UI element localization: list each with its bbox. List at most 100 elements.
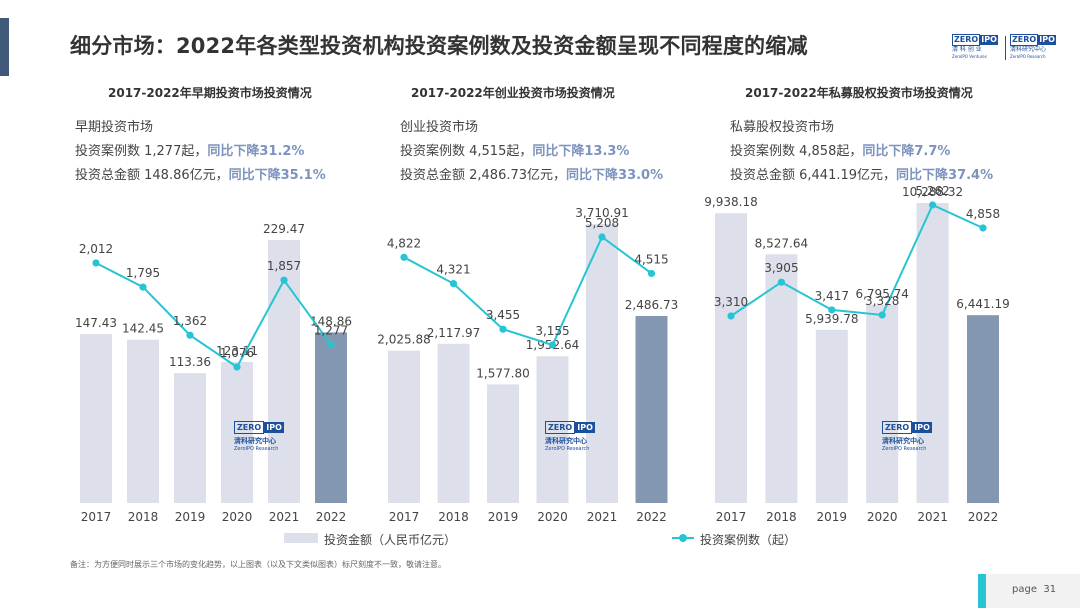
case-label-1-2018: 4,321: [436, 263, 470, 277]
case-point-0-2017: [92, 259, 100, 267]
logo-research: ZERO IPO 清科研究中心 ZeroIPO Research: [1010, 34, 1058, 62]
x-tick-1-2020: 2020: [537, 510, 568, 524]
case-label-2-2022: 4,858: [966, 207, 1000, 221]
legend-line-label: 投资案例数（起）: [700, 533, 797, 547]
bar-2-2022: [967, 315, 999, 503]
bar-label-2-2018: 8,527.64: [755, 236, 808, 250]
panel-title-venture: 2017-2022年创业投资市场投资情况: [411, 86, 615, 100]
logo-ventures-en: ZeroIPO Ventures: [952, 54, 987, 59]
case-point-0-2018: [139, 283, 147, 291]
watermark-logo-3: ZERO IPO 清科研究中心 ZeroIPO Research: [882, 421, 932, 452]
case-label-0-2020: 1,076: [220, 346, 254, 360]
x-tick-0-2017: 2017: [81, 510, 112, 524]
bar-0-2021: [268, 240, 300, 503]
x-tick-0-2022: 2022: [316, 510, 347, 524]
case-point-0-2019: [186, 331, 194, 339]
bar-0-2017: [80, 334, 112, 503]
bar-label-2-2019: 5,939.78: [805, 312, 858, 326]
watermark-logo-1: ZERO IPO 清科研究中心 ZeroIPO Research: [234, 421, 284, 452]
x-tick-2-2017: 2017: [716, 510, 747, 524]
bar-0-2020: [221, 361, 253, 503]
case-line-1: [403, 235, 653, 347]
x-tick-0-2020: 2020: [222, 510, 253, 524]
case-label-2-2021: 5,262: [915, 184, 949, 198]
title-accent-bar: [0, 18, 9, 76]
bar-label-1-2021: 3,710.91: [575, 206, 628, 220]
bar-label-0-2018: 142.45: [122, 322, 164, 336]
bar-label-1-2019: 1,577.80: [476, 366, 529, 380]
case-label-0-2018: 1,795: [126, 266, 160, 280]
amount-line-early: 投资总金额 148.86亿元，同比下降35.1%: [75, 168, 326, 183]
case-label-1-2017: 4,822: [387, 236, 421, 250]
bar-label-2-2022: 6,441.19: [956, 297, 1009, 311]
logo-ventures-cn: 清 科 创 业: [952, 46, 982, 53]
page-number: page 31: [1012, 584, 1057, 595]
bar-0-2018: [127, 339, 159, 503]
case-point-2-2022: [979, 224, 987, 232]
bar-label-2-2021: 10,288.32: [902, 185, 963, 199]
x-tick-1-2019: 2019: [488, 510, 519, 524]
case-point-2-2017: [727, 312, 735, 320]
cases-line-early: 投资案例数 1,277起，同比下降31.2%: [75, 144, 305, 159]
x-tick-1-2017: 2017: [389, 510, 420, 524]
panel-title-early: 2017-2022年早期投资市场投资情况: [108, 86, 312, 100]
market-name-pe: 私募股权投资市场: [730, 120, 835, 135]
legend-bar-label: 投资金额（人民币亿元）: [324, 533, 457, 547]
case-point-1-2017: [400, 253, 408, 261]
case-point-0-2021: [280, 276, 288, 284]
bar-2-2020: [866, 304, 899, 503]
case-label-0-2019: 1,362: [173, 314, 207, 328]
logo-mark: ZERO IPO: [952, 34, 998, 46]
case-point-1-2019: [499, 325, 507, 333]
x-tick-2-2019: 2019: [817, 510, 848, 524]
bar-label-1-2017: 2,025.88: [377, 333, 430, 347]
case-label-2-2020: 3,328: [865, 294, 899, 308]
bar-label-1-2022: 2,486.73: [625, 298, 678, 312]
zeroipo-logo: ZERO IPO 清 科 创 业 ZeroIPO Ventures ZERO IPO…: [952, 34, 1060, 62]
legend-line-marker: [679, 534, 687, 542]
x-tick-1-2022: 2022: [636, 510, 667, 524]
bar-1-2019: [487, 384, 519, 503]
case-point-2-2018: [777, 278, 786, 286]
logo-mark-2: ZERO IPO: [1010, 34, 1056, 46]
cases-line-venture: 投资案例数 4,515起，同比下降13.3%: [400, 144, 630, 159]
case-label-1-2022: 4,515: [634, 252, 668, 266]
case-line-2: [730, 203, 984, 317]
footnote: 备注：为方便同时展示三个市场的变化趋势，以上图表（以及下文类似图表）标尺刻度不一…: [70, 560, 446, 569]
amount-line-pe: 投资总金额 6,441.19亿元，同比下降37.4%: [730, 168, 994, 183]
case-label-1-2021: 5,208: [585, 216, 619, 230]
page-number-box: page 31: [978, 574, 1080, 608]
page-title: 细分市场：2022年各类型投资机构投资案例数及投资金额呈现不同程度的缩减: [70, 34, 808, 58]
x-tick-0-2018: 2018: [128, 510, 159, 524]
cases-line-pe: 投资案例数 4,858起，同比下降7.7%: [730, 144, 951, 159]
bar-label-1-2018: 2,117.97: [427, 326, 480, 340]
market-name-venture: 创业投资市场: [400, 120, 479, 135]
case-label-0-2017: 2,012: [79, 242, 113, 256]
panel-title-pe: 2017-2022年私募股权投资市场投资情况: [745, 86, 973, 100]
case-label-2-2018: 3,905: [764, 261, 798, 275]
case-point-2-2020: [878, 311, 886, 319]
case-label-2-2019: 3,417: [815, 289, 849, 303]
case-label-0-2021: 1,857: [267, 259, 301, 273]
bar-2-2018: [765, 254, 798, 503]
page-accent: [978, 574, 986, 608]
case-label-1-2019: 3,455: [486, 308, 520, 322]
case-label-2-2017: 3,310: [714, 295, 748, 309]
bar-1-2022: [635, 316, 668, 503]
logo-research-cn: 清科研究中心: [1010, 46, 1047, 53]
x-tick-2-2018: 2018: [766, 510, 797, 524]
bar-0-2019: [174, 373, 206, 503]
legend-bar-swatch: [284, 533, 318, 543]
bar-1-2017: [388, 350, 420, 503]
bar-1-2021: [586, 224, 618, 503]
bar-label-0-2019: 113.36: [169, 355, 211, 369]
case-point-2-2019: [828, 306, 836, 314]
bar-1-2018: [437, 343, 470, 503]
case-point-2-2021: [929, 201, 937, 209]
case-point-1-2021: [598, 233, 606, 241]
bar-label-0-2022: 148.86: [310, 314, 352, 328]
x-tick-1-2018: 2018: [438, 510, 469, 524]
market-name-early: 早期投资市场: [75, 120, 154, 135]
bar-label-2-2017: 9,938.18: [704, 195, 757, 209]
